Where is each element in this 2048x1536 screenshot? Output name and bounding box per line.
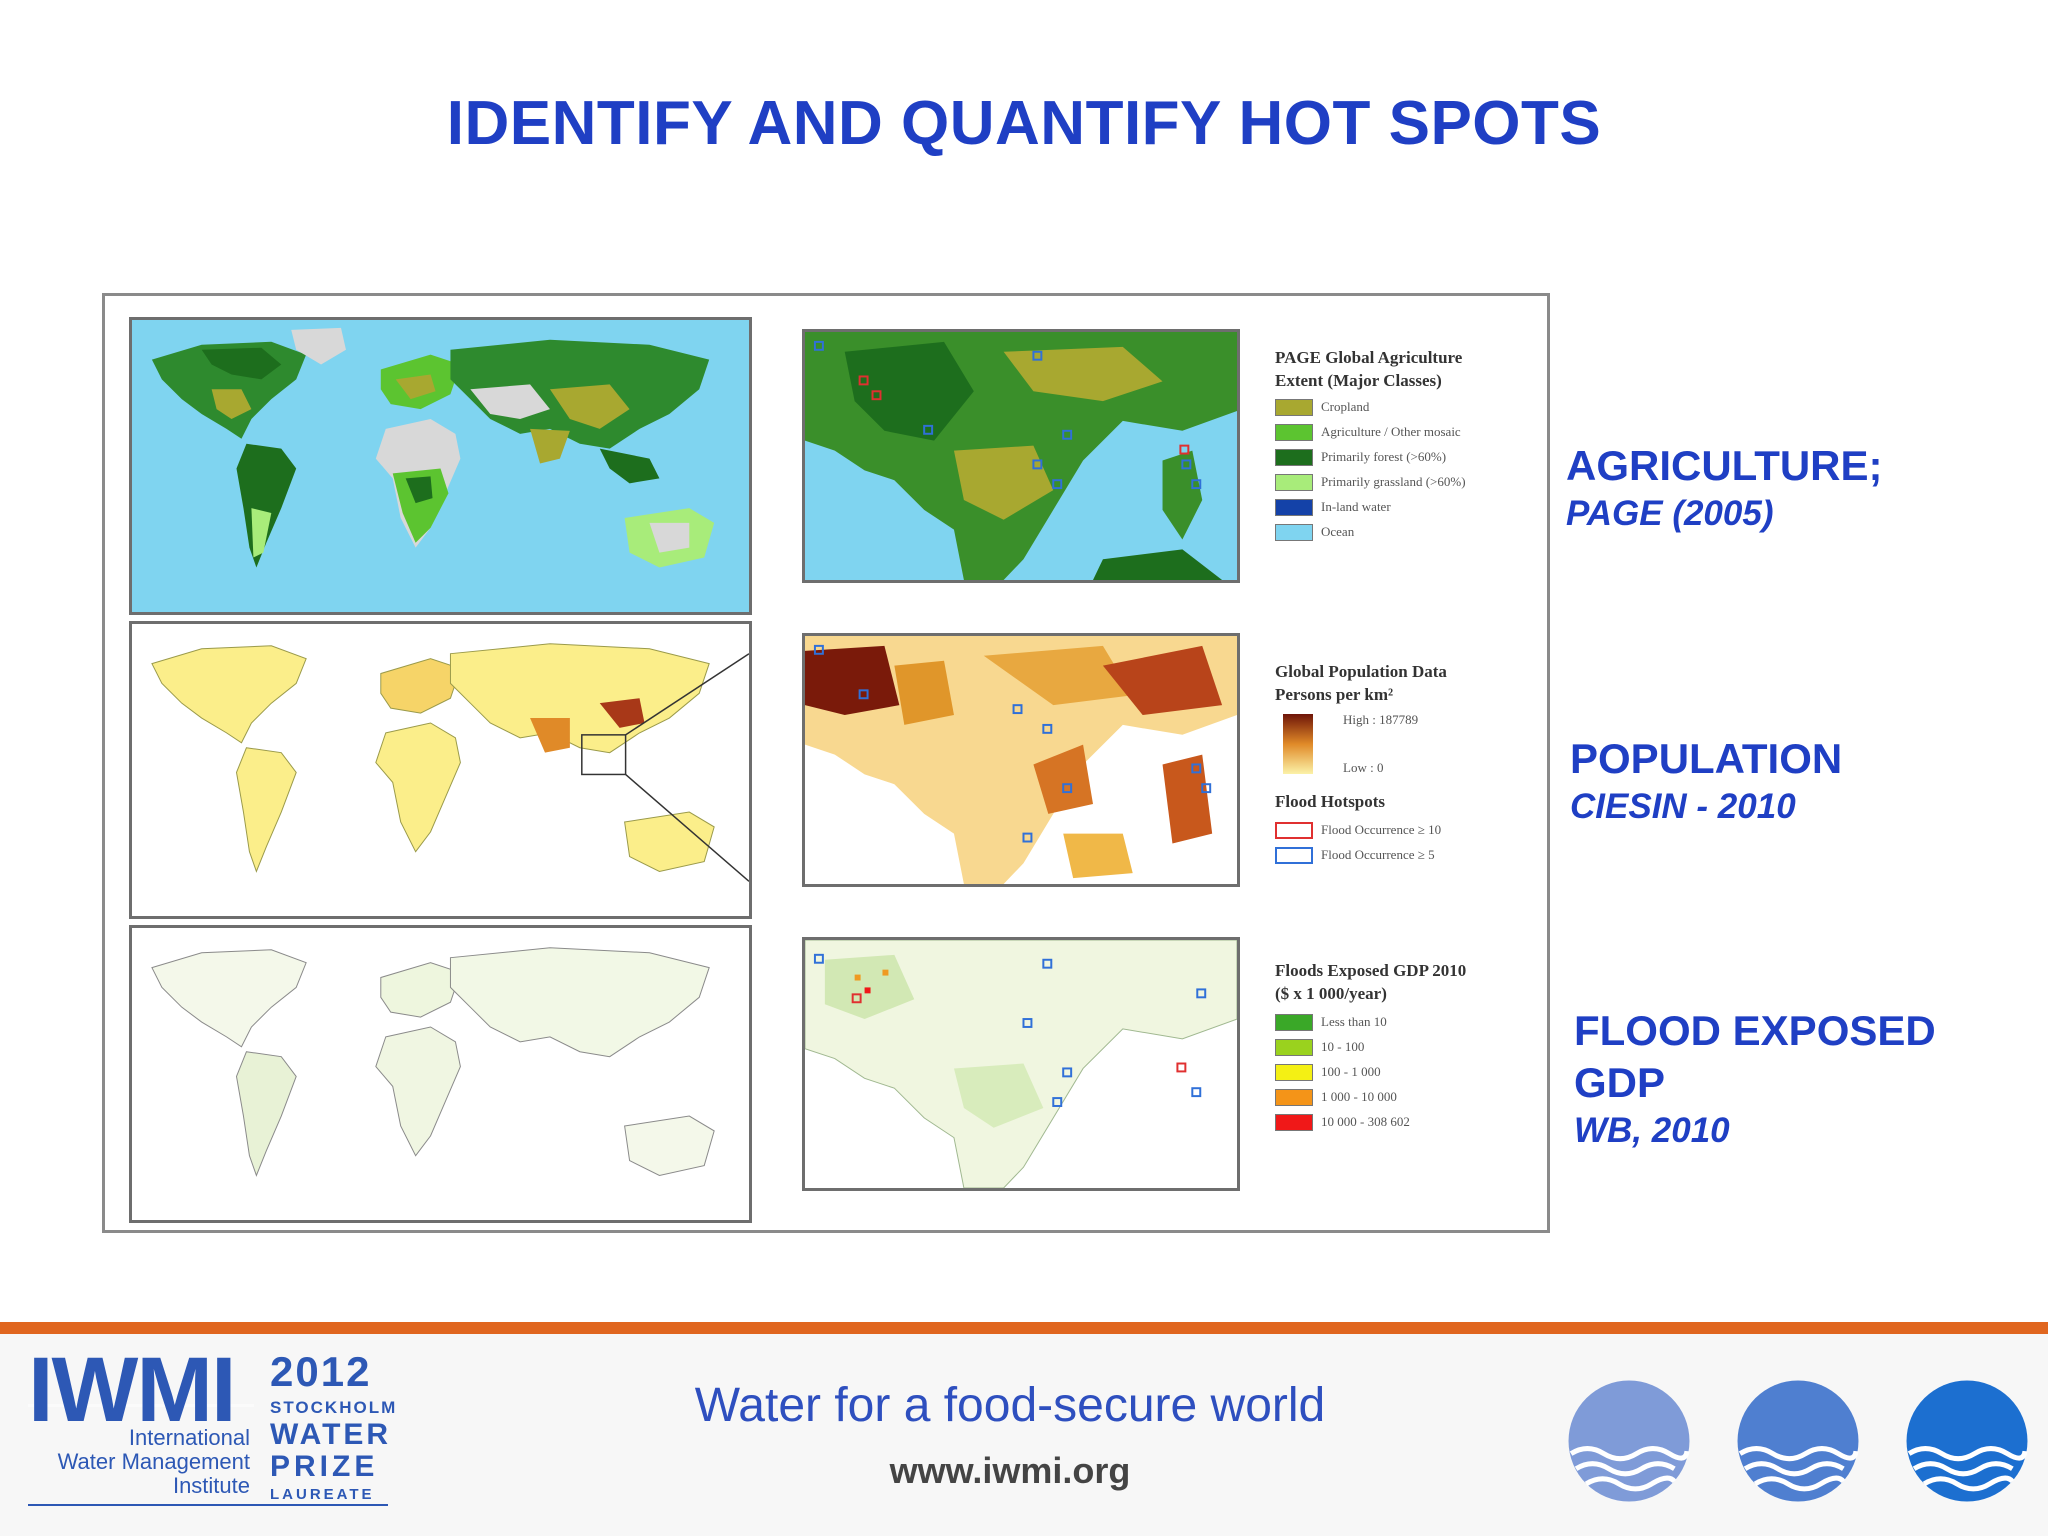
side-label-heading-line1: FLOOD EXPOSED [1574,1007,1936,1054]
flood-hotspot-legend-label: Flood Occurrence ≥ 10 [1321,822,1442,837]
gdp-legend-swatch [1275,1089,1313,1106]
side-label-gdp: FLOOD EXPOSED GDP WB, 2010 [1574,1005,1936,1153]
gdp-legend-swatch [1275,1014,1313,1031]
gdp-legend-label: Less than 10 [1321,1014,1387,1029]
iwmi-logo-sub-1: International [128,1425,250,1450]
prize-stockholm: STOCKHOLM [270,1398,398,1417]
footer-divider [0,1322,2048,1334]
iwmi-logo-text: IWMI [28,1344,254,1436]
iwmi-logo: IWMI [28,1344,254,1436]
world-population-svg [132,624,749,916]
agriculture-legend-swatch [1275,449,1313,466]
agriculture-legend-label: In-land water [1321,499,1391,514]
agriculture-legend-swatch [1275,424,1313,441]
world-population-map [129,621,752,919]
gdp-legend-item: 10 000 - 308 602 [1275,1111,1525,1136]
prize-prize: PRIZE [270,1450,379,1483]
gdp-legend: Floods Exposed GDP 2010 ($ x 1 000/year)… [1275,959,1525,1136]
world-gdp-svg [132,928,749,1220]
agriculture-legend-item: Ocean [1275,521,1525,546]
footer-url[interactable]: www.iwmi.org [889,1450,1131,1491]
iwmi-logo-sub-2: Water Management [57,1449,250,1474]
agriculture-legend-swatch [1275,474,1313,491]
world-gdp-map [129,925,752,1223]
gdp-legend-item: 1 000 - 10 000 [1275,1086,1525,1111]
agriculture-legend-items: Cropland Agriculture / Other mosaic Primar… [1275,396,1525,546]
agriculture-legend-label: Primarily grassland (>60%) [1321,474,1466,489]
flood-hotspot-legend-swatch [1275,847,1313,864]
gdp-legend-title: Floods Exposed GDP 2010 ($ x 1 000/year) [1275,961,1467,1003]
population-legend: Global Population Data Persons per km² H… [1275,660,1525,869]
agriculture-legend-item: Agriculture / Other mosaic [1275,421,1525,446]
agriculture-legend-label: Agriculture / Other mosaic [1321,424,1461,439]
agriculture-legend-title: PAGE Global Agriculture Extent (Major Cl… [1275,348,1463,390]
agriculture-legend-item: In-land water [1275,496,1525,521]
asia-agriculture-inset [802,329,1240,583]
agriculture-legend-swatch [1275,399,1313,416]
flood-hotspots-title: Flood Hotspots [1275,792,1386,811]
gdp-legend-item: Less than 10 [1275,1011,1525,1036]
gdp-legend-swatch [1275,1064,1313,1081]
agriculture-legend-item: Primarily grassland (>60%) [1275,471,1525,496]
side-label-heading: AGRICULTURE; [1566,442,1883,489]
prize-year: 2012 [270,1348,372,1395]
gdp-legend-swatch [1275,1039,1313,1056]
asia-population-svg [805,636,1237,884]
side-label-source: PAGE (2005) [1566,494,1774,533]
side-label-heading: POPULATION [1570,735,1843,782]
gdp-legend-label: 100 - 1 000 [1321,1064,1381,1079]
side-label-agriculture: AGRICULTURE; PAGE (2005) [1566,440,1883,536]
population-low-label: Low : 0 [1343,760,1384,775]
wave-circle-icon-dark [1904,1378,2030,1504]
side-label-population: POPULATION CIESIN - 2010 [1570,733,1842,829]
flood-hotspot-legend-item: Flood Occurrence ≥ 5 [1275,844,1525,869]
gdp-legend-swatch [1275,1114,1313,1131]
asia-population-inset [802,633,1240,887]
asia-gdp-svg [805,940,1237,1188]
agriculture-legend: PAGE Global Agriculture Extent (Major Cl… [1275,346,1525,546]
agriculture-legend-label: Primarily forest (>60%) [1321,449,1447,464]
wave-circle-icon-medium [1735,1378,1861,1504]
flood-hotspot-legend-label: Flood Occurrence ≥ 5 [1321,847,1435,862]
gdp-legend-item: 10 - 100 [1275,1036,1525,1061]
population-high-label: High : 187789 [1343,712,1419,727]
gdp-legend-label: 10 - 100 [1321,1039,1365,1054]
asia-agriculture-svg [805,332,1237,580]
gdp-legend-item: 100 - 1 000 [1275,1061,1525,1086]
flood-hotspot-legend-item: Flood Occurrence ≥ 10 [1275,819,1525,844]
side-label-source: CIESIN - 2010 [1570,787,1796,826]
flood-hotspot-legend-swatch [1275,822,1313,839]
map-figure: PAGE Global Agriculture Extent (Major Cl… [102,293,1550,1233]
slide-title: IDENTIFY AND QUANTIFY HOT SPOTS [446,89,1602,158]
prize-water: WATER [270,1418,392,1451]
iwmi-logo-underline [28,1504,388,1506]
iwmi-logo-sub-3: Institute [172,1473,250,1498]
flood-hotspots-items: Flood Occurrence ≥ 10 Flood Occurrence ≥ … [1275,819,1525,869]
agriculture-legend-label: Cropland [1321,399,1370,414]
gdp-legend-items: Less than 10 10 - 100 100 - 1 000 1 000 - 1… [1275,1011,1525,1136]
gdp-legend-label: 1 000 - 10 000 [1321,1089,1397,1104]
agriculture-legend-swatch [1275,524,1313,541]
asia-gdp-inset [802,937,1240,1191]
prize-laureate: LAUREATE [270,1486,375,1503]
wave-circle-icon-light [1566,1378,1692,1504]
agriculture-legend-item: Primarily forest (>60%) [1275,446,1525,471]
agriculture-legend-swatch [1275,499,1313,516]
population-gradient [1283,714,1313,774]
gdp-legend-label: 10 000 - 308 602 [1321,1114,1410,1129]
footer [0,1334,2048,1536]
agriculture-legend-item: Cropland [1275,396,1525,421]
world-agriculture-svg [132,320,749,612]
world-agriculture-map [129,317,752,615]
side-label-heading-line2: GDP [1574,1059,1666,1106]
side-label-source: WB, 2010 [1574,1111,1730,1150]
footer-tagline: Water for a food-secure world [694,1379,1326,1432]
agriculture-legend-label: Ocean [1321,524,1355,539]
population-legend-title: Global Population Data Persons per km² [1275,662,1447,704]
